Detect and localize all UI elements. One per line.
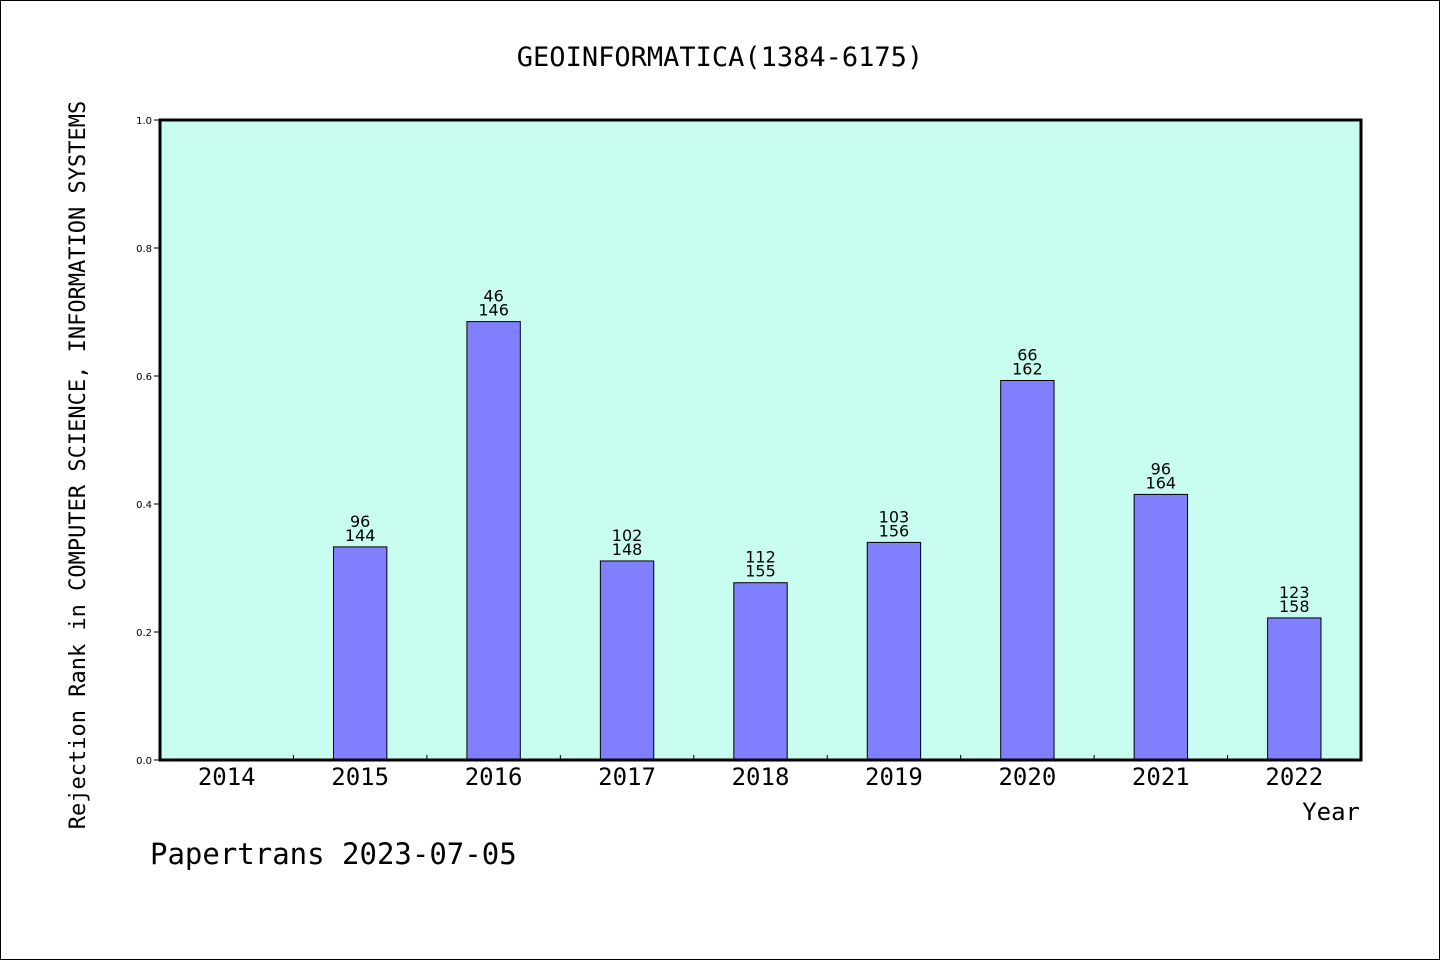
y-tick-label: 1.0 <box>136 116 152 127</box>
footer-credit: Papertrans 2023-07-05 <box>150 837 517 871</box>
bar-2022 <box>1267 617 1322 761</box>
bar-label-top: 96 <box>1151 459 1171 478</box>
y-tick-label: 0.8 <box>136 244 152 255</box>
x-axis-label: Year <box>1302 798 1360 826</box>
x-tick-label: 2017 <box>598 763 656 791</box>
bar-label-top: 123 <box>1279 583 1310 602</box>
bar-label-top: 103 <box>879 507 910 526</box>
bar-label-top: 96 <box>350 512 370 531</box>
x-tick-label: 2019 <box>865 763 923 791</box>
bar-2017 <box>599 560 655 761</box>
bar-label-bottom: 155 <box>745 562 776 581</box>
bar-label-bottom: 162 <box>1012 359 1043 378</box>
plot-frame <box>158 118 1363 762</box>
bar-label-bottom: 158 <box>1279 597 1310 616</box>
bar-2015 <box>332 546 388 761</box>
y-tick-label: 0.0 <box>136 756 152 767</box>
bar-label-top: 66 <box>1017 345 1037 364</box>
bar-label-bottom: 148 <box>612 540 643 559</box>
x-tick-label: 2016 <box>465 763 523 791</box>
bar-2018 <box>733 582 788 761</box>
bar-2016 <box>466 321 521 761</box>
x-tick-label: 2014 <box>198 763 256 791</box>
x-tick-label: 2018 <box>732 763 790 791</box>
x-ticks-group: 2014 2015 2016 2017 2018 2019 2020 2021 2022 <box>198 755 1323 791</box>
x-tick-label: 2022 <box>1265 763 1323 791</box>
x-tick-label: 2015 <box>331 763 389 791</box>
y-axis-label: Rejection Rank in COMPUTER SCIENCE, INFO… <box>66 101 91 829</box>
bar-2019 <box>866 541 922 761</box>
bar-2021 <box>1133 493 1189 761</box>
bar-label-top: 46 <box>483 287 503 306</box>
x-tick-label: 2021 <box>1132 763 1190 791</box>
bar-label-bottom: 146 <box>478 301 509 320</box>
bar-label-bottom: 156 <box>879 521 910 540</box>
chart-title: GEOINFORMATICA(1384-6175) <box>517 42 923 73</box>
x-tick-label: 2020 <box>998 763 1056 791</box>
y-tick-label: 0.6 <box>136 372 152 383</box>
bar-label-top: 112 <box>745 548 776 567</box>
y-tick-label: 0.2 <box>136 628 152 639</box>
bar-label-bottom: 144 <box>345 526 376 545</box>
y-tick-label: 0.4 <box>136 500 152 511</box>
bar-2020 <box>1000 379 1055 761</box>
bar-label-top: 102 <box>612 526 643 545</box>
bar-label-bottom: 164 <box>1146 473 1177 492</box>
